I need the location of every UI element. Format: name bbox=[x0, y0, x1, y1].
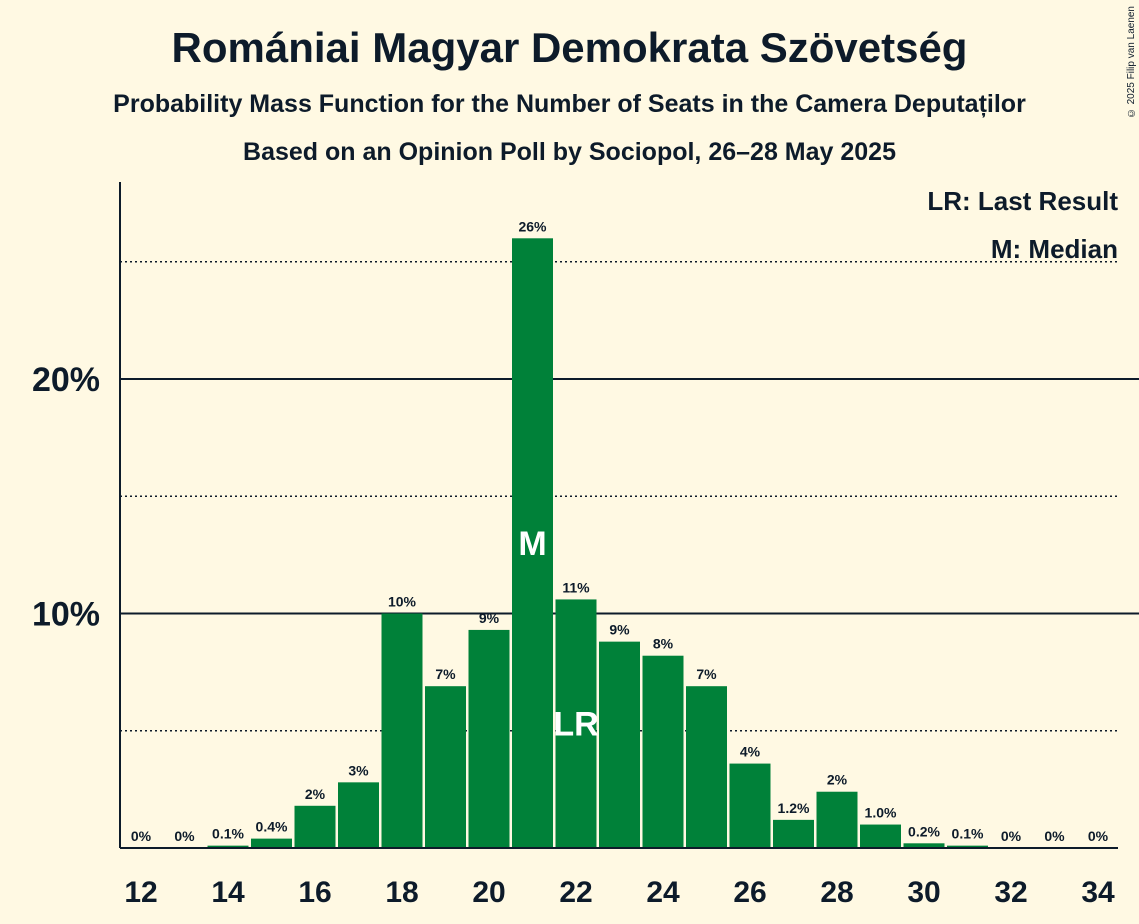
x-tick-label: 16 bbox=[298, 876, 331, 909]
x-tick-label: 20 bbox=[472, 876, 505, 909]
y-tick-label: 10% bbox=[32, 596, 100, 634]
bar-value-label: 0.1% bbox=[212, 826, 244, 842]
x-tick-label: 24 bbox=[646, 876, 680, 909]
bar-seat-31 bbox=[947, 845, 988, 848]
bar-value-label: 10% bbox=[388, 594, 417, 610]
last-result-marker: LR bbox=[553, 706, 598, 744]
bar-value-label: 0% bbox=[1001, 828, 1022, 844]
bar-value-label: 2% bbox=[305, 786, 326, 802]
chart-subtitle: Probability Mass Function for the Number… bbox=[113, 90, 1026, 118]
bar-seat-17 bbox=[338, 782, 379, 848]
bar-seat-24 bbox=[642, 655, 684, 848]
x-tick-label: 18 bbox=[385, 876, 418, 909]
bar-value-label: 8% bbox=[653, 636, 674, 652]
bar-value-label: 4% bbox=[740, 744, 761, 760]
bar-seat-19 bbox=[425, 686, 466, 848]
bar-value-label: 0% bbox=[131, 828, 152, 844]
legend-entry: M: Median bbox=[991, 234, 1118, 264]
chart-subtitle-poll: Based on an Opinion Poll by Sociopol, 26… bbox=[243, 138, 896, 166]
bar-seat-22 bbox=[555, 599, 597, 848]
bar-seat-21 bbox=[512, 238, 553, 849]
bar-seat-14 bbox=[207, 845, 249, 848]
bar-value-label: 0.1% bbox=[952, 826, 984, 842]
bar-value-label: 0.2% bbox=[908, 823, 940, 839]
bar-value-label: 11% bbox=[562, 579, 590, 595]
bar-seat-29 bbox=[860, 824, 901, 848]
y-tick-label: 20% bbox=[32, 361, 100, 399]
bar-seat-25 bbox=[686, 686, 727, 848]
median-marker: M bbox=[518, 525, 546, 563]
bar-value-label: 0% bbox=[1044, 828, 1065, 844]
bar-value-label: 0.4% bbox=[256, 819, 288, 835]
bar-seat-27 bbox=[773, 819, 814, 848]
bar-value-label: 9% bbox=[479, 610, 500, 626]
bar-value-label: 9% bbox=[609, 622, 630, 638]
bar-value-label: 1.0% bbox=[865, 805, 897, 821]
x-tick-label: 12 bbox=[124, 876, 157, 909]
x-tick-label: 34 bbox=[1081, 876, 1115, 909]
bar-value-label: 7% bbox=[435, 666, 456, 682]
bar-value-label: 3% bbox=[348, 762, 369, 778]
bar-value-label: 7% bbox=[696, 666, 717, 682]
x-tick-label: 22 bbox=[559, 876, 592, 909]
x-tick-label: 26 bbox=[733, 876, 766, 909]
bar-seat-26 bbox=[729, 763, 771, 848]
bar-seat-16 bbox=[294, 805, 336, 848]
x-tick-label: 28 bbox=[820, 876, 853, 909]
bar-value-label: 1.2% bbox=[778, 800, 810, 816]
bar-value-label: 0% bbox=[174, 828, 195, 844]
x-tick-label: 14 bbox=[211, 876, 245, 909]
x-tick-label: 32 bbox=[994, 876, 1027, 909]
bar-seat-23 bbox=[599, 641, 640, 848]
bar-seat-20 bbox=[468, 629, 510, 848]
bar-value-label: 26% bbox=[518, 218, 547, 234]
bar-seat-28 bbox=[816, 791, 858, 848]
bar-value-label: 0% bbox=[1088, 828, 1109, 844]
chart-title: Romániai Magyar Demokrata Szövetség bbox=[171, 24, 968, 71]
bar-value-label: 2% bbox=[827, 772, 848, 788]
x-tick-label: 30 bbox=[907, 876, 940, 909]
bar-seat-18 bbox=[381, 613, 423, 848]
legend-entry: LR: Last Result bbox=[927, 186, 1118, 216]
bar-seat-15 bbox=[251, 838, 292, 848]
bar-seat-30 bbox=[903, 843, 945, 848]
